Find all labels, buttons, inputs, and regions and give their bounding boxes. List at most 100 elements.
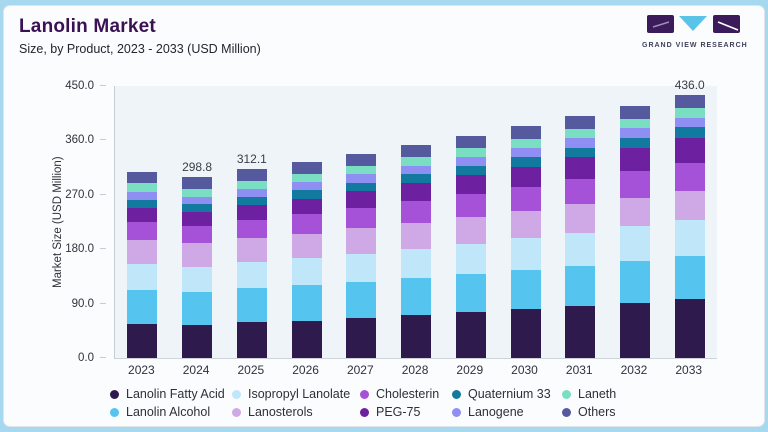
segment-cholesterin	[674, 162, 705, 191]
bar-2033	[674, 94, 705, 358]
segment-others	[236, 169, 267, 181]
segment-cholesterin	[619, 171, 650, 198]
segment-lanolin-alcohol	[236, 288, 267, 323]
segment-others	[455, 135, 486, 149]
bar-slot-2029	[443, 86, 498, 358]
segment-lanolin-fatty-acid	[510, 309, 541, 358]
legend-item-peg-75: PEG-75	[360, 404, 452, 420]
segment-lanogene	[236, 188, 267, 197]
legend-label: Cholesterin	[376, 387, 440, 401]
segment-peg-75	[565, 157, 596, 180]
segment-quaternium-33	[565, 147, 596, 158]
bar-slot-2026	[279, 86, 334, 358]
segment-lanogene	[674, 117, 705, 128]
legend-label: Lanolin Fatty Acid	[126, 387, 225, 401]
segment-quaternium-33	[182, 204, 213, 213]
legend-item-laneth: Laneth	[562, 386, 616, 402]
bar-2031	[565, 116, 596, 358]
x-tick-label: 2026	[292, 363, 319, 377]
y-tick-label: 360.0	[65, 134, 94, 147]
segment-peg-75	[455, 175, 486, 195]
segment-others	[401, 145, 432, 158]
segment-lanosterols	[291, 233, 322, 259]
x-axis-labels: 2023 2024 2025 2026 2027 2028 2029 2030 2031 2032…	[114, 363, 716, 377]
segment-quaternium-33	[401, 174, 432, 184]
segment-lanolin-alcohol	[619, 261, 650, 303]
segment-quaternium-33	[291, 190, 322, 199]
legend: Lanolin Fatty Acid Isopropyl Lanolate Chol…	[110, 386, 616, 420]
segment-lanogene	[510, 148, 541, 157]
segment-lanolin-alcohol	[510, 270, 541, 310]
segment-cholesterin	[565, 179, 596, 205]
segment-others	[510, 126, 541, 139]
segment-peg-75	[182, 212, 213, 227]
segment-lanogene	[291, 181, 322, 191]
segment-laneth	[619, 118, 650, 129]
legend-dot	[452, 407, 461, 417]
legend-item-quaternium-33: Quaternium 33	[452, 386, 562, 402]
segment-others	[565, 116, 596, 129]
bar-2028	[401, 145, 432, 358]
bar-slot-2031	[553, 86, 608, 358]
segment-isopropyl-lanolate	[127, 264, 158, 290]
segment-lanogene	[401, 165, 432, 175]
legend-label: Quaternium 33	[468, 387, 551, 401]
segment-others	[346, 153, 377, 166]
segment-lanosterols	[565, 204, 596, 233]
legend-label: Isopropyl Lanolate	[248, 387, 351, 401]
segment-peg-75	[401, 183, 432, 202]
segment-quaternium-33	[619, 137, 650, 148]
x-tick-label: 2027	[346, 363, 374, 377]
x-tick-label: 2024	[182, 363, 210, 377]
segment-cholesterin	[455, 194, 486, 217]
segment-others	[619, 105, 650, 119]
legend-item-lanosterols: Lanosterols	[232, 404, 360, 420]
legend-item-lanolin-fatty-acid: Lanolin Fatty Acid	[110, 386, 232, 402]
x-tick-label: 2031	[565, 363, 593, 377]
segment-others	[291, 161, 322, 174]
segment-peg-75	[674, 137, 705, 163]
y-tick-label: 270.0	[65, 188, 94, 201]
legend-label: Lanolin Alcohol	[126, 405, 211, 419]
segment-lanolin-alcohol	[455, 274, 486, 313]
segment-cholesterin	[127, 222, 158, 240]
segment-lanolin-alcohol	[182, 291, 213, 326]
legend-item-others: Others	[562, 404, 616, 420]
bar-2027	[346, 153, 377, 358]
segment-lanolin-alcohol	[401, 278, 432, 316]
segment-cholesterin	[291, 214, 322, 234]
y-tick-mark	[100, 139, 106, 141]
segment-quaternium-33	[455, 165, 486, 176]
legend-label: Others	[578, 405, 616, 419]
segment-isopropyl-lanolate	[510, 238, 541, 271]
y-tick-label: 0.0	[78, 352, 94, 364]
segment-isopropyl-lanolate	[455, 243, 486, 275]
segment-lanosterols	[346, 228, 377, 254]
page-title: Lanolin Market	[19, 16, 156, 37]
bar-2025	[236, 169, 267, 358]
segment-lanolin-fatty-acid	[565, 306, 596, 358]
segment-lanogene	[182, 196, 213, 205]
gvr-logo-icon	[647, 15, 740, 33]
y-tick-mark	[100, 357, 106, 358]
segment-lanolin-alcohol	[565, 265, 596, 307]
segment-lanogene	[455, 157, 486, 166]
segment-lanolin-fatty-acid	[182, 325, 213, 358]
segment-isopropyl-lanolate	[674, 220, 705, 257]
legend-dot	[110, 407, 119, 417]
legend-label: Lanosterols	[248, 405, 313, 419]
segment-lanolin-alcohol	[127, 289, 158, 325]
segment-lanolin-fatty-acid	[127, 324, 158, 358]
stacked-bar-chart: Market Size (USD Million) 0.0 90.0 180.0 27…	[4, 6, 764, 426]
segment-peg-75	[236, 205, 267, 220]
segment-lanosterols	[182, 243, 213, 267]
bar-2029	[455, 135, 486, 358]
segment-lanogene	[619, 128, 650, 138]
bar-2026	[291, 161, 322, 358]
segment-lanogene	[127, 191, 158, 200]
legend-dot	[110, 389, 119, 399]
legend-dot	[360, 389, 369, 399]
segment-others	[127, 171, 158, 184]
segment-lanosterols	[455, 216, 486, 244]
segment-quaternium-33	[510, 156, 541, 167]
